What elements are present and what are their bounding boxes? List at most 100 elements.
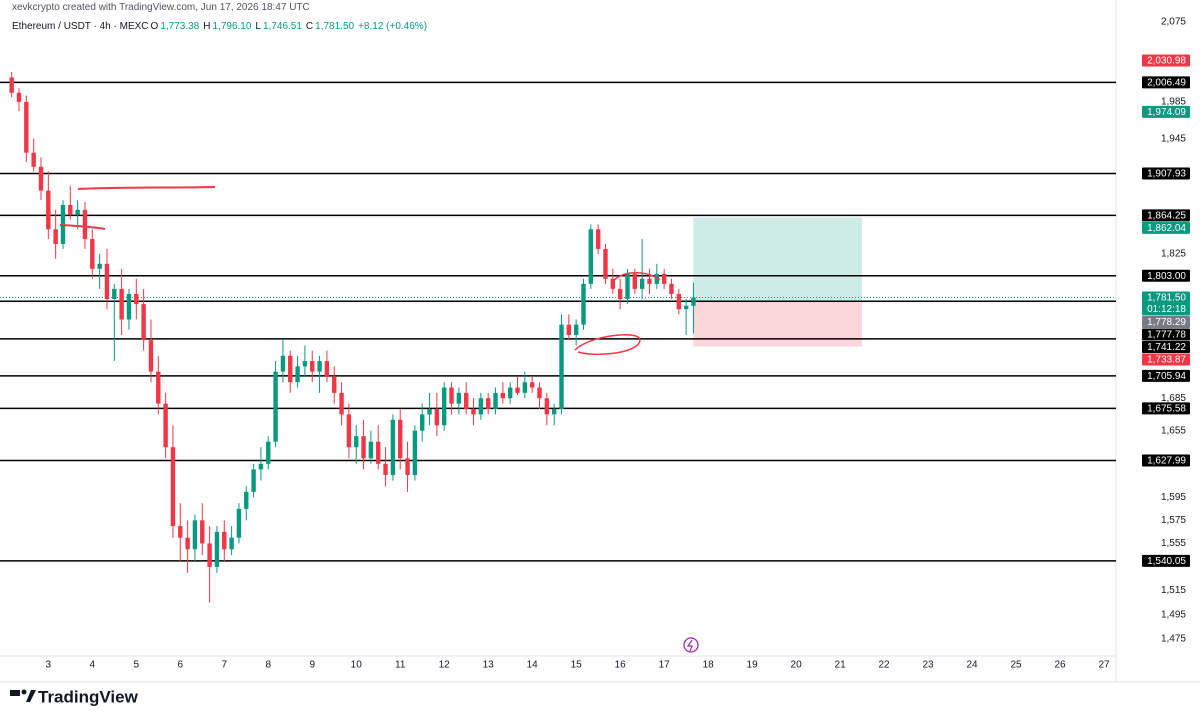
candle-body	[559, 324, 564, 409]
candle-body	[222, 531, 227, 550]
candle-body	[119, 288, 124, 320]
x-tick-label: 24	[966, 660, 978, 671]
price-label: 1,781.50	[1147, 293, 1186, 304]
x-tick-label: 9	[309, 660, 315, 671]
candle-body	[449, 387, 454, 404]
x-tick-label: 17	[659, 660, 671, 671]
candle-body	[324, 361, 330, 377]
ohlc-key: L	[255, 21, 261, 32]
x-tick-label: 18	[703, 660, 715, 671]
ohlc-value: 1,781.50	[315, 21, 355, 32]
price-label: 1,675.58	[1147, 404, 1186, 415]
candle-body	[405, 458, 410, 475]
price-label-bg	[1142, 328, 1190, 341]
candle-body	[691, 297, 696, 306]
y-tick-label: 2,075	[1161, 16, 1186, 27]
candle-body	[390, 419, 396, 475]
x-tick-label: 8	[265, 660, 271, 671]
candle-body	[522, 382, 528, 393]
countdown: 01:12:18	[1147, 304, 1186, 315]
y-tick-label: 1,495	[1161, 609, 1186, 620]
candle-body	[46, 190, 51, 230]
event-icon[interactable]	[683, 637, 699, 653]
x-tick-label: 25	[1010, 660, 1022, 671]
candle-body	[529, 382, 535, 388]
y-tick-label: 1,555	[1161, 538, 1186, 549]
price-label-bg	[1142, 76, 1190, 89]
y-tick-label: 1,685	[1161, 393, 1186, 404]
brand: TradingView	[38, 687, 139, 706]
price-label-bg	[1142, 105, 1190, 118]
candle-body	[266, 441, 271, 464]
x-tick-label: 3	[46, 660, 52, 671]
candle-body	[588, 229, 594, 284]
candle-body	[273, 371, 278, 442]
price-label: 1,974.09	[1147, 107, 1186, 118]
candle-body	[332, 376, 337, 393]
x-tick-label: 22	[879, 660, 891, 671]
candle-body	[463, 392, 469, 409]
x-tick-label: 12	[439, 660, 451, 671]
annotation	[611, 272, 661, 283]
candle-body	[229, 537, 234, 550]
annotation	[574, 334, 641, 356]
candle-body	[170, 447, 176, 527]
candle-body	[632, 273, 638, 289]
candle-body	[661, 273, 667, 284]
candle-body	[442, 387, 447, 426]
legend-row: Ethereum / USDT · 4h · MEXC O 1,773.38 H 1,7…	[12, 21, 431, 32]
candle-body	[566, 324, 572, 335]
candle-body	[75, 209, 80, 215]
price-label: 1,627.99	[1147, 456, 1186, 467]
candle-body	[31, 152, 36, 167]
x-tick-label: 5	[134, 660, 140, 671]
candle-body	[493, 392, 498, 409]
x-tick-label: 11	[395, 660, 406, 671]
candle-body	[625, 273, 630, 300]
candle-body	[214, 531, 220, 567]
y-tick-label: 1,575	[1161, 515, 1186, 526]
price-label-bg	[1142, 454, 1190, 467]
candle-body	[141, 304, 146, 341]
price-label-bg	[1142, 291, 1190, 316]
ohlc-value: 1,746.51	[262, 21, 302, 32]
candle-body	[551, 408, 557, 415]
price-label-bg	[1142, 167, 1190, 180]
candle-body	[544, 398, 550, 415]
logo-mark	[21, 689, 27, 695]
y-tick-label: 1,475	[1161, 634, 1186, 645]
event-icon-bolt	[686, 639, 693, 652]
candle-body	[383, 463, 388, 475]
x-tick-label: 19	[747, 660, 759, 671]
x-tick-label: 15	[571, 660, 583, 671]
candle-body	[163, 403, 168, 448]
candle-body	[126, 293, 132, 320]
candle-body	[346, 414, 352, 448]
logo-mark	[26, 690, 36, 702]
candle-body	[9, 77, 14, 93]
price-label-bg	[1142, 554, 1190, 567]
candle-body	[639, 278, 645, 289]
candle-body	[478, 398, 484, 415]
candle-body	[573, 324, 579, 335]
price-label: 1,540.05	[1147, 556, 1186, 567]
candle-body	[236, 508, 242, 538]
candle-body	[537, 387, 542, 399]
candle-body	[280, 355, 286, 372]
price-label-bg	[1142, 54, 1190, 67]
price-label: 1,907.93	[1147, 169, 1186, 180]
candle-body	[676, 293, 681, 310]
ohlc-key: O	[150, 21, 159, 32]
ohlc-key: H	[203, 21, 211, 32]
price-label-bg	[1142, 269, 1190, 282]
x-tick-label: 6	[178, 660, 184, 671]
x-tick-label: 4	[90, 660, 96, 671]
annotation	[77, 186, 216, 190]
x-tick-label: 21	[835, 660, 847, 671]
x-tick-label: 16	[615, 660, 627, 671]
candle-body	[258, 463, 264, 470]
candle-body	[97, 263, 102, 269]
price-label-bg	[1142, 221, 1190, 234]
candle-body	[354, 436, 359, 448]
y-tick-label: 1,515	[1161, 585, 1186, 596]
